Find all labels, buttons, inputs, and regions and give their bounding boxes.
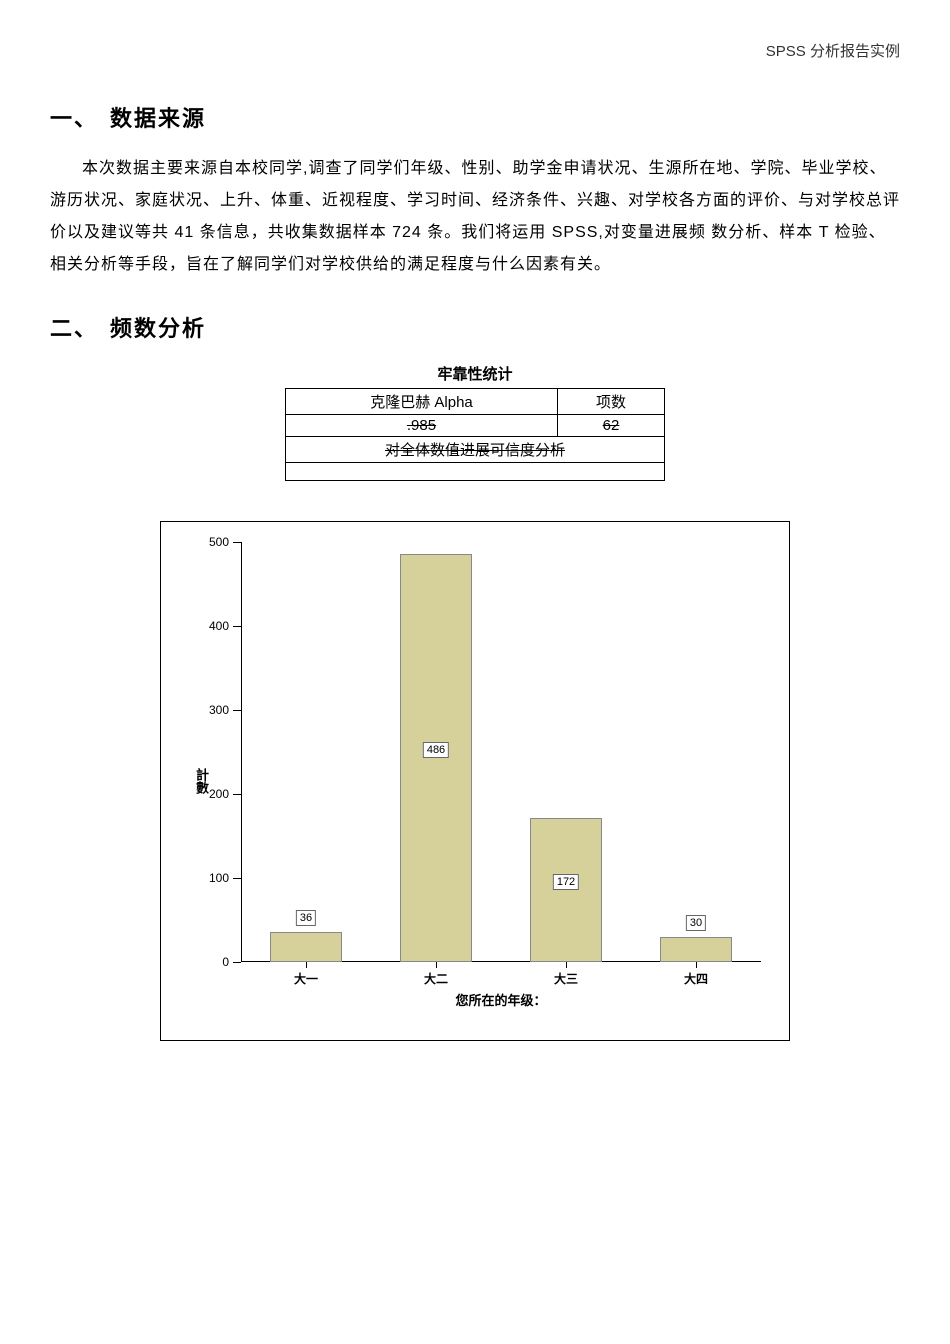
x-axis-title: 您所在的年级： (455, 990, 546, 1009)
bar-value-label: 486 (423, 742, 449, 758)
x-tick (436, 962, 437, 968)
section-2-title: 频数分析 (110, 316, 206, 341)
reliability-col1-header: 克隆巴赫 Alpha (286, 389, 558, 415)
bar-value-label: 30 (686, 915, 706, 931)
section-2-heading: 二、频数分析 (50, 311, 900, 343)
y-tick (233, 794, 241, 795)
section-1-paragraph: 本次数据主要来源自本校同学,调查了同学们年级、性别、助学金申请状况、生源所在地、… (50, 153, 900, 281)
table-row: 克隆巴赫 Alpha 项数 (286, 389, 665, 415)
y-tick (233, 962, 241, 963)
reliability-col2-value: 62 (557, 415, 664, 437)
table-row: .985 62 (286, 415, 665, 437)
y-tick-label: 200 (209, 787, 229, 801)
page-header-right: SPSS 分析报告实例 (50, 40, 900, 61)
y-axis-line (241, 542, 242, 962)
reliability-empty (286, 463, 665, 481)
reliability-title: 牢靠性统计 (50, 363, 900, 384)
y-tick-label: 300 (209, 703, 229, 717)
y-tick (233, 710, 241, 711)
bar-value-label: 36 (296, 910, 316, 926)
bar-value-label: 172 (553, 874, 579, 890)
reliability-col2-header: 项数 (557, 389, 664, 415)
y-axis-title: 計數 (195, 768, 208, 794)
bar (270, 932, 342, 962)
section-1-title: 数据来源 (110, 106, 206, 131)
reliability-col1-value: .985 (286, 415, 558, 437)
section-1-heading: 一、数据来源 (50, 101, 900, 133)
reliability-table: 克隆巴赫 Alpha 项数 .985 62 对全体数值进展可信度分析 (285, 388, 665, 481)
y-tick (233, 626, 241, 627)
y-tick-label: 100 (209, 871, 229, 885)
x-tick-label: 大二 (424, 970, 448, 987)
x-tick-label: 大四 (684, 970, 708, 987)
y-tick-label: 0 (222, 955, 229, 969)
table-row: 对全体数值进展可信度分析 (286, 437, 665, 463)
bar (660, 937, 732, 962)
y-tick (233, 878, 241, 879)
section-2-number: 二、 (50, 316, 98, 341)
x-tick (306, 962, 307, 968)
y-tick-label: 400 (209, 619, 229, 633)
y-tick (233, 542, 241, 543)
x-tick-label: 大一 (294, 970, 318, 987)
x-tick (566, 962, 567, 968)
plot-area: 您所在的年级： 010020030040050036大一486大二172大三30… (241, 542, 761, 962)
x-tick (696, 962, 697, 968)
reliability-note: 对全体数值进展可信度分析 (286, 437, 665, 463)
bar (530, 818, 602, 962)
bar-chart: 計數 您所在的年级： 010020030040050036大一486大二172大… (160, 521, 790, 1041)
table-row (286, 463, 665, 481)
y-tick-label: 500 (209, 535, 229, 549)
section-1-number: 一、 (50, 106, 98, 131)
x-tick-label: 大三 (554, 970, 578, 987)
